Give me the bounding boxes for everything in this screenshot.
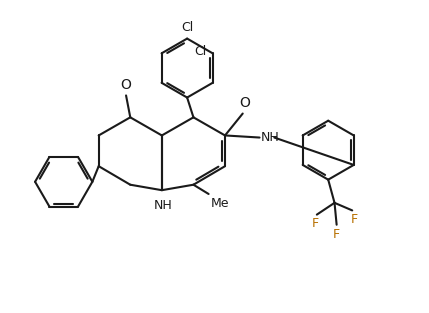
Text: NH: NH <box>153 199 172 213</box>
Text: Cl: Cl <box>181 21 193 34</box>
Text: F: F <box>333 228 340 241</box>
Text: NH: NH <box>261 131 280 144</box>
Text: O: O <box>239 96 250 110</box>
Text: Cl: Cl <box>194 45 206 58</box>
Text: F: F <box>311 217 319 230</box>
Text: O: O <box>121 78 132 92</box>
Text: Me: Me <box>211 198 229 210</box>
Text: F: F <box>350 213 357 226</box>
